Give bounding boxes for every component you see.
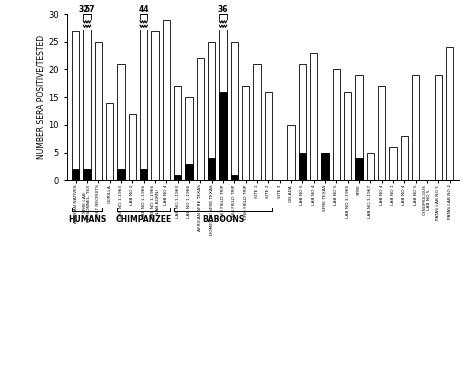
Bar: [389, 147, 397, 180]
Bar: [83, 169, 91, 180]
Bar: [231, 42, 238, 180]
Bar: [321, 153, 329, 180]
Bar: [140, 14, 147, 180]
Bar: [231, 175, 238, 180]
Text: 32: 32: [79, 4, 89, 14]
Bar: [83, 14, 91, 180]
Bar: [94, 42, 102, 180]
Bar: [367, 153, 374, 180]
Bar: [185, 97, 193, 180]
Bar: [106, 103, 113, 180]
Bar: [185, 164, 193, 180]
Bar: [265, 92, 272, 180]
Text: 57: 57: [85, 4, 95, 14]
Bar: [299, 153, 306, 180]
Bar: [242, 86, 250, 180]
Bar: [219, 92, 227, 180]
Bar: [163, 20, 170, 180]
Bar: [208, 158, 215, 180]
Bar: [72, 31, 79, 180]
Bar: [253, 64, 261, 180]
Bar: [208, 42, 215, 180]
Text: HUMANS: HUMANS: [68, 215, 106, 224]
Bar: [140, 169, 147, 180]
Text: 44: 44: [138, 4, 149, 14]
Bar: [174, 86, 181, 180]
Bar: [321, 153, 329, 180]
Text: CHIMPANZEE: CHIMPANZEE: [116, 215, 172, 224]
Bar: [140, 20, 148, 28]
Bar: [83, 20, 91, 28]
Bar: [288, 125, 295, 180]
Bar: [117, 64, 125, 180]
Bar: [401, 136, 408, 180]
Bar: [174, 175, 181, 180]
Bar: [344, 92, 351, 180]
Text: 36: 36: [218, 4, 228, 14]
Bar: [72, 169, 79, 180]
Bar: [310, 53, 318, 180]
Bar: [333, 70, 340, 180]
Y-axis label: NUMBER SERA POSITIVE/TESTED: NUMBER SERA POSITIVE/TESTED: [37, 35, 45, 159]
Bar: [446, 47, 453, 180]
Bar: [197, 59, 204, 180]
Bar: [356, 75, 363, 180]
Bar: [219, 14, 227, 180]
Text: BABOONS: BABOONS: [202, 215, 244, 224]
Bar: [117, 169, 125, 180]
Bar: [435, 75, 442, 180]
Bar: [299, 64, 306, 180]
Bar: [151, 31, 159, 180]
Bar: [219, 20, 227, 28]
Bar: [378, 86, 385, 180]
Bar: [412, 75, 419, 180]
Bar: [356, 158, 363, 180]
Bar: [129, 114, 136, 180]
